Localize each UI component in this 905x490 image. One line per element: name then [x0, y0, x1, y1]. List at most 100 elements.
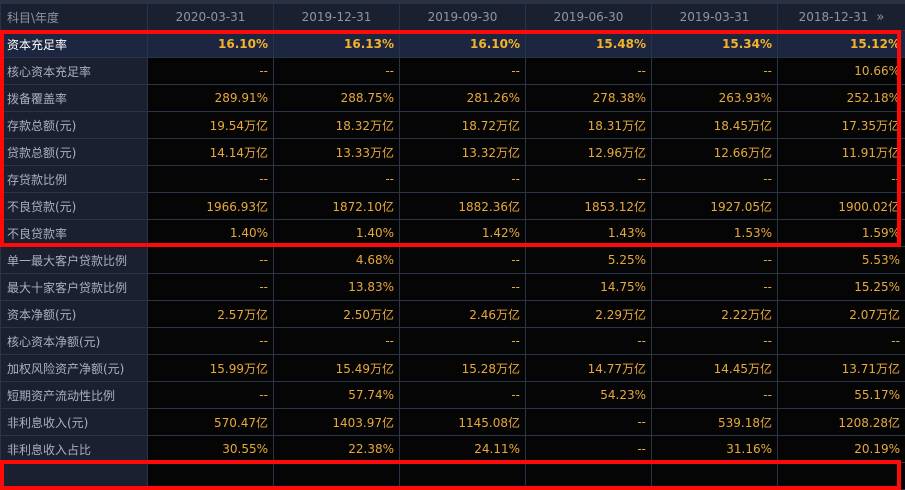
- header-date[interactable]: 2020-03-31: [148, 4, 274, 31]
- cell-value: --: [526, 166, 652, 193]
- cell-value: --: [526, 409, 652, 436]
- double-chevron-right-icon[interactable]: »: [876, 10, 884, 25]
- cell-value: 15.12%: [778, 31, 905, 58]
- cell-value: --: [526, 328, 652, 355]
- cell-value: 15.28万亿: [400, 355, 526, 382]
- cell-value: [400, 463, 526, 490]
- table-row-partial: [1, 463, 905, 490]
- cell-value: --: [652, 274, 778, 301]
- cell-value: 2.46万亿: [400, 301, 526, 328]
- table-row[interactable]: 核心资本充足率----------10.66%: [1, 58, 905, 85]
- cell-value: 1900.02亿: [778, 193, 905, 220]
- cell-value: 5.53%: [778, 247, 905, 274]
- cell-value: --: [778, 328, 905, 355]
- row-label: 最大十家客户贷款比例: [1, 274, 148, 301]
- row-label: 核心资本充足率: [1, 58, 148, 85]
- cell-value: 24.11%: [400, 436, 526, 463]
- row-label: 单一最大客户贷款比例: [1, 247, 148, 274]
- cell-value: --: [400, 58, 526, 85]
- cell-value: 31.16%: [652, 436, 778, 463]
- table-row[interactable]: 核心资本净额(元)------------: [1, 328, 905, 355]
- table-row[interactable]: 短期资产流动性比例--57.74%--54.23%--55.17%: [1, 382, 905, 409]
- cell-value: --: [400, 382, 526, 409]
- cell-value: 13.32万亿: [400, 139, 526, 166]
- cell-value: --: [148, 382, 274, 409]
- cell-value: 1.40%: [148, 220, 274, 247]
- cell-value: --: [274, 166, 400, 193]
- cell-value: 14.45万亿: [652, 355, 778, 382]
- header-date-last: 2018-12-31 »: [778, 4, 905, 31]
- cell-value: --: [652, 247, 778, 274]
- row-label: 存款总额(元): [1, 112, 148, 139]
- cell-value: 1.43%: [526, 220, 652, 247]
- row-label: [1, 463, 148, 490]
- cell-value: --: [148, 58, 274, 85]
- cell-value: 1403.97亿: [274, 409, 400, 436]
- cell-value: 281.26%: [400, 85, 526, 112]
- cell-value: 13.83%: [274, 274, 400, 301]
- cell-value: 18.31万亿: [526, 112, 652, 139]
- table-row[interactable]: 存贷款比例------------: [1, 166, 905, 193]
- cell-value: 18.72万亿: [400, 112, 526, 139]
- cell-value: 16.10%: [400, 31, 526, 58]
- cell-value: 13.71万亿: [778, 355, 905, 382]
- cell-value: 1966.93亿: [148, 193, 274, 220]
- cell-value: --: [274, 328, 400, 355]
- header-date[interactable]: 2019-12-31: [274, 4, 400, 31]
- cell-value: 14.75%: [526, 274, 652, 301]
- header-date[interactable]: 2018-12-31: [799, 10, 869, 24]
- row-label: 非利息收入占比: [1, 436, 148, 463]
- row-label: 资本充足率: [1, 31, 148, 58]
- row-label: 不良贷款率: [1, 220, 148, 247]
- cell-value: --: [400, 247, 526, 274]
- cell-value: 2.29万亿: [526, 301, 652, 328]
- cell-value: --: [652, 58, 778, 85]
- cell-value: [526, 463, 652, 490]
- cell-value: 19.54万亿: [148, 112, 274, 139]
- cell-value: --: [652, 382, 778, 409]
- table-row[interactable]: 单一最大客户贷款比例--4.68%--5.25%--5.53%: [1, 247, 905, 274]
- cell-value: [652, 463, 778, 490]
- row-label: 贷款总额(元): [1, 139, 148, 166]
- row-label: 拨备覆盖率: [1, 85, 148, 112]
- cell-value: 2.07万亿: [778, 301, 905, 328]
- cell-value: 15.34%: [652, 31, 778, 58]
- cell-value: 289.91%: [148, 85, 274, 112]
- header-date[interactable]: 2019-09-30: [400, 4, 526, 31]
- cell-value: --: [148, 328, 274, 355]
- row-label: 资本净额(元): [1, 301, 148, 328]
- cell-value: 1.59%: [778, 220, 905, 247]
- cell-value: 15.49万亿: [274, 355, 400, 382]
- row-label: 非利息收入(元): [1, 409, 148, 436]
- header-date[interactable]: 2019-03-31: [652, 4, 778, 31]
- cell-value: 15.25%: [778, 274, 905, 301]
- cell-value: 2.57万亿: [148, 301, 274, 328]
- cell-value: [148, 463, 274, 490]
- cell-value: 1145.08亿: [400, 409, 526, 436]
- cell-value: 570.47亿: [148, 409, 274, 436]
- cell-value: 10.66%: [778, 58, 905, 85]
- cell-value: --: [148, 166, 274, 193]
- cell-value: 1872.10亿: [274, 193, 400, 220]
- header-date[interactable]: 2019-06-30: [526, 4, 652, 31]
- table-row[interactable]: 最大十家客户贷款比例--13.83%--14.75%--15.25%: [1, 274, 905, 301]
- cell-value: 1.40%: [274, 220, 400, 247]
- header-row: 科目\年度 2020-03-31 2019-12-31 2019-09-30 2…: [1, 4, 905, 31]
- cell-value: 14.77万亿: [526, 355, 652, 382]
- cell-value: 15.99万亿: [148, 355, 274, 382]
- cell-value: --: [778, 166, 905, 193]
- cell-value: 2.22万亿: [652, 301, 778, 328]
- cell-value: --: [148, 274, 274, 301]
- cell-value: 14.14万亿: [148, 139, 274, 166]
- bank-indicators-table: 科目\年度 2020-03-31 2019-12-31 2019-09-30 2…: [0, 3, 905, 490]
